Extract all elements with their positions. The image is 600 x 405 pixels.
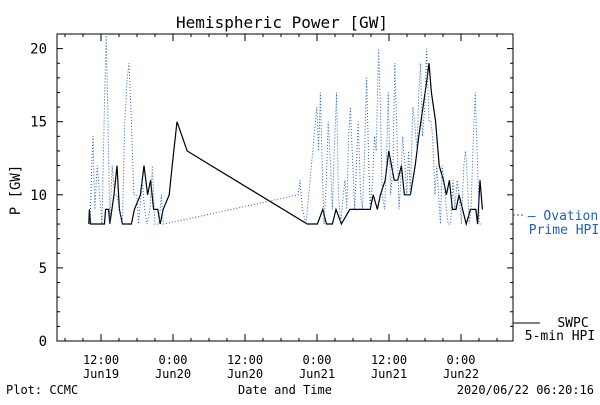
- legend-swpc-sublabel: 5-min HPI: [525, 329, 595, 344]
- x-tick-time-label: 0:00: [159, 353, 188, 367]
- legend-swpc-label: SWPC: [557, 316, 588, 331]
- plot-timestamp: 2020/06/22 06:20:16: [457, 383, 594, 397]
- series-line-ovation: [89, 33, 482, 225]
- y-tick-label: 20: [30, 42, 47, 58]
- legend-swpc: SWPC 5-min HPI: [513, 316, 595, 344]
- x-tick-time-label: 12:00: [371, 353, 407, 367]
- y-tick-label: 10: [30, 188, 47, 204]
- x-tick-time-label: 12:00: [227, 353, 263, 367]
- x-tick-date-label: Jun21: [299, 367, 335, 381]
- x-tick-time-label: 0:00: [303, 353, 332, 367]
- x-axis-label: Date and Time: [238, 383, 332, 397]
- x-tick-time-label: 12:00: [83, 353, 119, 367]
- x-tick-date-label: Jun21: [371, 367, 407, 381]
- series-line-swpc: [88, 63, 483, 227]
- data-series: [88, 33, 483, 227]
- y-axis-label: P [GW]: [8, 165, 24, 216]
- chart-title: Hemispheric Power [GW]: [176, 13, 388, 32]
- x-tick-date-label: Jun20: [227, 367, 263, 381]
- x-tick-date-label: Jun20: [155, 367, 191, 381]
- y-axis-ticks: 0 5 10 15 20: [30, 42, 513, 350]
- y-tick-label: 0: [39, 334, 47, 350]
- legend-ovation: — Ovation Prime HPI: [513, 209, 599, 238]
- legend-ovation-label: — Ovation: [528, 209, 598, 224]
- x-tick-time-label: 0:00: [447, 353, 476, 367]
- x-tick-date-label: Jun19: [83, 367, 119, 381]
- y-tick-label: 5: [39, 261, 47, 277]
- y-tick-label: 15: [30, 115, 47, 131]
- legend-ovation-sublabel: Prime HPI: [529, 223, 599, 238]
- plot-frame: [56, 33, 514, 342]
- x-axis-ticks: 12:00Jun190:00Jun2012:00Jun200:00Jun2112…: [64, 34, 498, 381]
- plot-credit: Plot: CCMC: [6, 383, 78, 397]
- x-tick-date-label: Jun22: [443, 367, 479, 381]
